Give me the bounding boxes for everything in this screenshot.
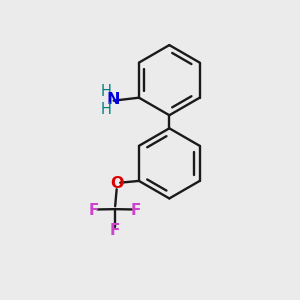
Text: F: F (110, 223, 120, 238)
Text: F: F (130, 203, 141, 218)
Text: F: F (88, 203, 99, 218)
Text: H: H (101, 84, 112, 99)
Text: H: H (101, 102, 112, 117)
Text: N: N (106, 92, 120, 107)
Text: O: O (110, 176, 123, 191)
